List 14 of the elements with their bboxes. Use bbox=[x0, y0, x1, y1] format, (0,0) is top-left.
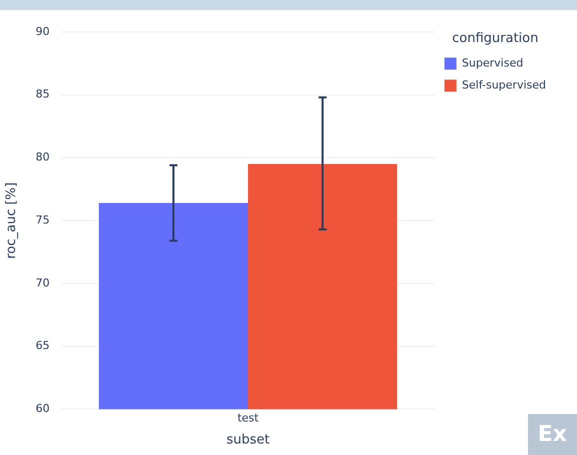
y-tick-label: 65 bbox=[36, 339, 50, 352]
y-tick-label: 70 bbox=[36, 276, 50, 290]
y-tick-label: 60 bbox=[36, 402, 50, 416]
x-tick-label: test bbox=[237, 412, 260, 425]
x-axis-title: subset bbox=[226, 432, 270, 448]
y-tick-label: 80 bbox=[36, 150, 50, 164]
legend-title: configuration bbox=[452, 30, 538, 46]
y-axis-title: roc_auc [%] bbox=[4, 182, 20, 259]
legend-label: Supervised bbox=[462, 56, 524, 70]
y-tick-label: 85 bbox=[36, 88, 50, 101]
y-tick-label: 75 bbox=[36, 213, 50, 226]
text: Ex bbox=[528, 414, 577, 455]
y-tick-label: 90 bbox=[36, 24, 50, 38]
legend-label: Self-supervised bbox=[462, 78, 546, 92]
